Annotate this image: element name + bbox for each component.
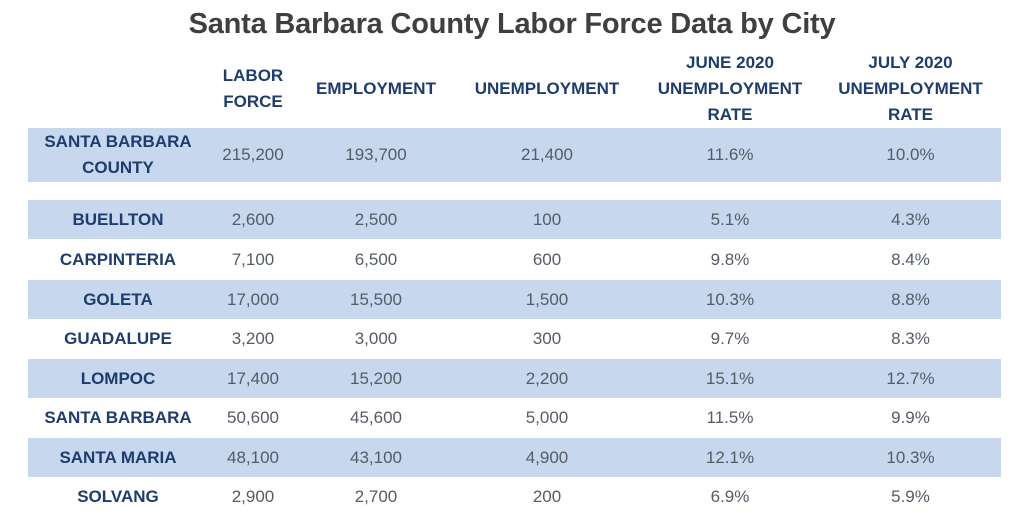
labor-force-value: 2,900	[231, 487, 275, 506]
city-name: GOLETA	[83, 289, 153, 309]
table-row: LOMPOC 17,400 15,200 2,200 15.1% 12.7%	[28, 359, 1001, 398]
page-title: Santa Barbara County Labor Force Data by…	[188, 8, 836, 40]
city-name: SOLVANG	[77, 487, 159, 506]
july-rate-value: 12.7%	[886, 368, 935, 388]
june-rate-value: 10.3%	[705, 289, 755, 309]
header-june-rate: JUNE 2020 UNEMPLOYMENT RATE	[657, 53, 803, 124]
unemployment-value: 2,200	[525, 368, 569, 388]
july-rate-value: 5.9%	[891, 487, 930, 506]
july-rate-value: 8.3%	[891, 329, 930, 348]
labor-force-value: 215,200	[222, 145, 284, 164]
labor-force-value: 17,400	[227, 368, 279, 388]
unemployment-value: 300	[532, 329, 562, 348]
employment-value: 43,100	[350, 447, 402, 467]
july-rate-value: 10.3%	[886, 447, 935, 467]
june-rate-value: 6.9%	[710, 487, 750, 506]
labor-force-value: 50,600	[227, 408, 279, 427]
header-july-rate: JULY 2020 UNEMPLOYMENT RATE	[838, 53, 983, 124]
employment-value: 193,700	[345, 145, 407, 164]
city-name: CARPINTERIA	[59, 249, 177, 269]
june-rate-value: 15.1%	[705, 368, 755, 388]
header-labor-force: LABOR FORCE	[222, 66, 284, 111]
table-row: GUADALUPE 3,200 3,000 300 9.7% 8.3%	[28, 319, 1001, 359]
table-header: LABOR FORCE EMPLOYMENT UNEMPLOYMENT JUNE…	[28, 50, 1001, 128]
july-rate-value: 9.9%	[891, 408, 930, 427]
city-name: LOMPOC	[80, 368, 156, 388]
header-employment: EMPLOYMENT	[316, 79, 436, 98]
june-rate-value: 5.1%	[710, 209, 750, 229]
labor-force-value: 3,200	[231, 329, 275, 348]
employment-value: 2,700	[354, 487, 398, 506]
employment-value: 2,500	[354, 209, 398, 229]
june-rate-value: 11.5%	[706, 408, 754, 427]
labor-force-value: 17,000	[227, 289, 279, 309]
unemployment-value: 1,500	[525, 289, 569, 309]
header-unemployment: UNEMPLOYMENT	[474, 79, 620, 98]
labor-force-value: 2,600	[231, 209, 275, 229]
table-row: SOLVANG 2,900 2,700 200 6.9% 5.9%	[28, 477, 1001, 517]
july-rate-value: 4.3%	[891, 209, 930, 229]
table-row: GOLETA 17,000 15,500 1,500 10.3% 8.8%	[28, 280, 1001, 319]
labor-force-value: 48,100	[227, 447, 279, 467]
city-name: SANTA MARIA	[59, 447, 177, 467]
employment-value: 3,000	[354, 329, 398, 348]
city-name: SANTA BARBARA COUNTY	[44, 132, 192, 177]
employment-value: 15,500	[350, 289, 402, 309]
july-rate-value: 8.8%	[891, 289, 930, 309]
unemployment-value: 5,000	[525, 408, 569, 427]
unemployment-value: 4,900	[525, 447, 569, 467]
table-row: SANTA MARIA 48,100 43,100 4,900 12.1% 10…	[28, 438, 1001, 477]
june-rate-value: 11.6%	[706, 145, 754, 164]
unemployment-value: 100	[532, 209, 562, 229]
june-rate-value: 9.7%	[710, 329, 750, 348]
county-row: SANTA BARBARA COUNTY 215,200 193,700 21,…	[28, 128, 1001, 182]
unemployment-value: 600	[532, 249, 562, 269]
july-rate-value: 8.4%	[891, 249, 930, 269]
june-rate-value: 12.1%	[705, 447, 755, 467]
table-row: SANTA BARBARA 50,600 45,600 5,000 11.5% …	[28, 398, 1001, 438]
city-name: GUADALUPE	[64, 329, 172, 348]
june-rate-value: 9.8%	[710, 249, 750, 269]
labor-force-value: 7,100	[231, 249, 275, 269]
employment-value: 45,600	[350, 408, 402, 427]
table-row: BUELLTON 2,600 2,500 100 5.1% 4.3%	[28, 200, 1001, 239]
july-rate-value: 10.0%	[886, 145, 935, 164]
table-row: CARPINTERIA 7,100 6,500 600 9.8% 8.4%	[28, 239, 1001, 280]
unemployment-value: 21,400	[521, 145, 573, 164]
employment-value: 15,200	[350, 368, 402, 388]
employment-value: 6,500	[354, 249, 398, 269]
unemployment-value: 200	[532, 487, 562, 506]
city-name: BUELLTON	[72, 209, 164, 229]
city-name: SANTA BARBARA	[44, 408, 192, 427]
